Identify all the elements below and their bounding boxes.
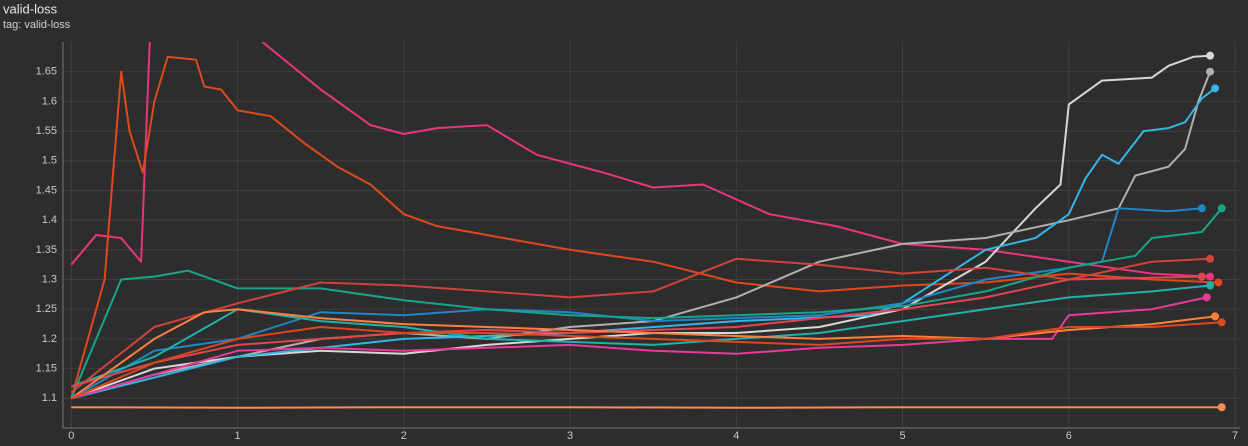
series-line: [70, 321, 1222, 400]
series-line: [71, 275, 1202, 388]
end-point: [1217, 318, 1226, 327]
series-line: [70, 42, 1211, 278]
x-tick-label: 3: [567, 430, 573, 441]
y-tick-label: 1.55: [36, 125, 57, 137]
series-line: [71, 296, 1208, 400]
series-line: [70, 308, 1216, 400]
y-tick-label: 1.25: [36, 303, 57, 315]
end-point: [1206, 272, 1215, 281]
x-tick-label: 5: [899, 430, 905, 441]
y-tick-label: 1.4: [42, 214, 57, 226]
end-point: [1214, 278, 1223, 287]
series-line: [71, 87, 1216, 400]
y-tick-label: 1.35: [36, 244, 57, 256]
x-tick-label: 4: [733, 430, 739, 441]
chart-title: valid-loss: [3, 1, 58, 16]
x-tick-label: 0: [68, 430, 74, 441]
series-line: [70, 207, 1223, 399]
y-tick-label: 1.2: [42, 333, 57, 345]
series-line: [70, 55, 1219, 399]
end-point: [1217, 403, 1226, 412]
y-tick-label: 1.3: [42, 273, 57, 285]
ticks: 1.1 1.15 1.2 1.25 1.3 1.35 1.4 1.45 1.5 1.55 1.6 1.…: [36, 66, 1238, 442]
end-point: [1217, 204, 1226, 213]
x-tick-label: 1: [234, 430, 240, 441]
end-point: [1211, 84, 1220, 93]
end-point: [1211, 312, 1220, 321]
end-point: [1206, 51, 1215, 60]
y-tick-label: 1.5: [42, 155, 57, 167]
y-tick-label: 1.6: [42, 95, 57, 107]
series-line: [70, 207, 1202, 400]
y-tick-label: 1.65: [36, 66, 57, 78]
end-point: [1197, 272, 1206, 281]
end-point: [1206, 281, 1215, 290]
y-tick-label: 1.45: [36, 184, 57, 196]
x-tick-label: 7: [1232, 430, 1238, 441]
x-tick-label: 2: [401, 430, 407, 441]
series-line: [70, 54, 1211, 400]
grid: [62, 42, 1240, 429]
end-point: [1197, 204, 1206, 213]
series-line: [71, 406, 1222, 409]
end-point: [1202, 293, 1211, 302]
series-line: [70, 257, 1211, 394]
y-tick-label: 1.1: [42, 392, 57, 404]
end-point: [1206, 67, 1215, 76]
plot-area: [70, 42, 1223, 409]
x-tick-label: 6: [1066, 430, 1072, 441]
y-tick-label: 1.15: [36, 363, 57, 375]
end-point: [1206, 254, 1215, 263]
chart-subtitle: tag: valid-loss: [3, 19, 71, 31]
end-points: [1197, 51, 1226, 412]
